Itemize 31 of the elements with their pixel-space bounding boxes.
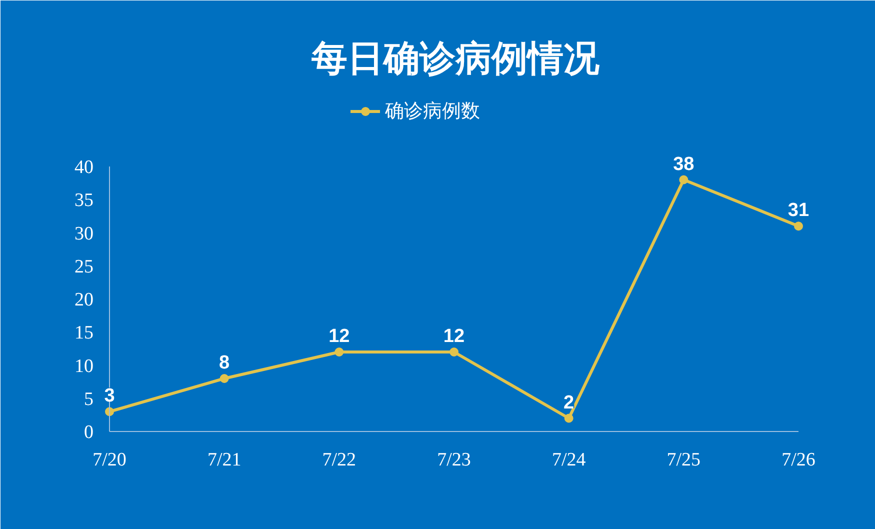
point	[679, 175, 688, 184]
x-tick-label: 7/22	[322, 450, 356, 470]
x-tick-label: 7/25	[666, 450, 701, 470]
y-tick-label: 40	[74, 157, 94, 178]
x-tick-label: 7/26	[782, 450, 816, 470]
point	[564, 414, 574, 423]
x-tick-label: 7/23	[437, 450, 471, 470]
chart-title: 每日确诊病例情况	[310, 38, 600, 80]
y-tick-label: 25	[74, 256, 94, 278]
data-label: 31	[788, 200, 810, 222]
y-tick-label: 15	[74, 322, 94, 344]
legend-label: 确诊病例数	[385, 99, 480, 124]
y-tick-label: 0	[84, 422, 94, 443]
data-label: 2	[564, 392, 574, 414]
y-tick-label: 20	[74, 290, 94, 310]
data-label: 38	[673, 154, 694, 175]
point	[220, 374, 229, 383]
data-label: 3	[104, 386, 115, 407]
data-label: 12	[443, 326, 465, 347]
y-tick-label: 5	[84, 388, 94, 410]
y-tick-label: 30	[74, 223, 94, 244]
x-tick-label: 7/24	[552, 450, 586, 470]
point	[794, 222, 803, 231]
y-tick-label: 10	[74, 356, 94, 377]
data-label: 8	[219, 352, 230, 374]
x-tick-label: 7/21	[207, 450, 242, 470]
point	[334, 348, 344, 356]
y-tick-label: 35	[74, 190, 94, 212]
x-tick-label: 7/20	[92, 450, 126, 470]
data-label: 12	[328, 326, 350, 347]
point	[450, 348, 458, 356]
